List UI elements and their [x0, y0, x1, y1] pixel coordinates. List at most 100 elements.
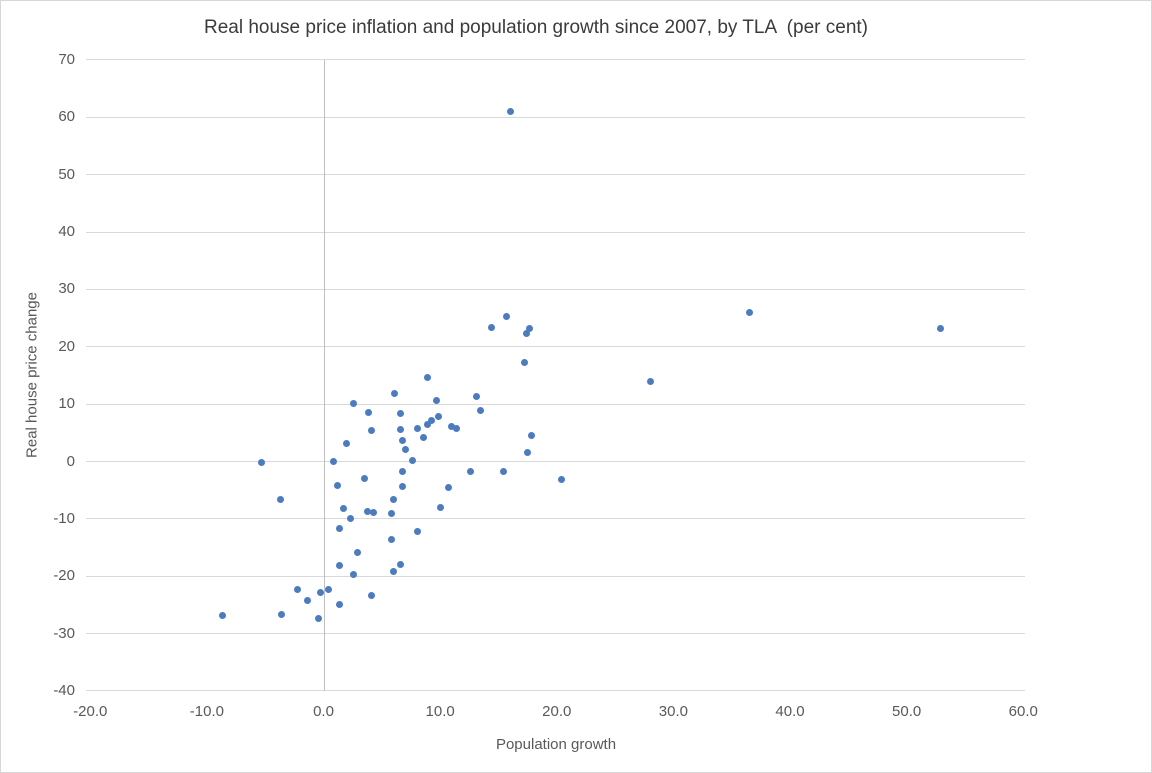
chart-title: Real house price inflation and populatio…	[203, 17, 868, 38]
y-gridline	[86, 231, 1025, 233]
data-point	[401, 445, 409, 453]
y-tick-label: 60	[58, 108, 75, 126]
y-tick-label: 30	[58, 280, 75, 298]
data-point	[389, 495, 397, 503]
y-tick-label: -40	[53, 681, 75, 699]
data-point	[258, 458, 266, 466]
y-gridline	[86, 518, 1025, 520]
y-tick-label: -20	[53, 567, 75, 585]
data-point	[336, 561, 344, 569]
y-gridline	[86, 116, 1025, 118]
data-point	[387, 509, 395, 517]
data-point	[294, 585, 302, 593]
data-point	[389, 567, 397, 575]
y-gridline	[86, 403, 1025, 405]
data-point	[324, 586, 332, 594]
x-tick-label: 40.0	[775, 703, 805, 720]
data-point	[364, 508, 372, 516]
data-point	[396, 410, 404, 418]
data-point	[333, 482, 341, 490]
y-gridline	[86, 174, 1025, 176]
data-point	[499, 468, 507, 476]
data-point	[336, 525, 344, 533]
y-tick-label: 0	[66, 452, 75, 470]
data-point	[646, 378, 654, 386]
x-tick-label: 10.0	[425, 703, 455, 720]
data-point	[360, 475, 368, 483]
data-point	[367, 592, 375, 600]
x-tick-label: -10.0	[189, 703, 224, 720]
data-point	[396, 560, 404, 568]
data-point	[350, 571, 358, 578]
x-tick-label: 50.0	[892, 703, 922, 720]
y-tick-label: -30	[53, 624, 75, 642]
data-point	[399, 467, 407, 475]
data-point	[435, 412, 443, 420]
data-point	[396, 426, 404, 434]
x-tick-label: 20.0	[542, 703, 572, 720]
data-point	[278, 610, 285, 618]
data-point	[343, 440, 351, 448]
y-axis-title: Real house price change	[23, 292, 41, 458]
y-gridline	[86, 59, 1025, 61]
data-point	[444, 483, 452, 491]
data-point	[466, 468, 474, 476]
data-point	[315, 614, 323, 622]
y-tick-label: 20	[58, 337, 75, 355]
data-point	[387, 536, 395, 543]
data-point	[367, 427, 375, 435]
x-axis-title: Population growth	[495, 736, 617, 753]
data-point	[353, 548, 361, 556]
data-point	[487, 324, 495, 332]
y-axis-line	[324, 59, 325, 691]
data-point	[420, 434, 428, 442]
data-point	[522, 330, 530, 338]
data-point	[414, 424, 422, 432]
data-point	[936, 324, 944, 332]
data-point	[527, 431, 535, 439]
data-point	[399, 483, 407, 491]
data-point	[520, 358, 528, 366]
data-point	[350, 400, 358, 408]
y-tick-label: 10	[58, 395, 75, 413]
y-tick-label: 50	[58, 165, 75, 183]
data-point	[423, 421, 431, 429]
data-point	[370, 509, 378, 517]
data-point	[557, 475, 565, 483]
data-point	[414, 527, 422, 535]
y-gridline	[86, 288, 1025, 290]
data-point	[339, 505, 347, 513]
data-point	[303, 597, 311, 605]
data-point	[472, 392, 480, 400]
x-tick-label: 60.0	[1008, 703, 1038, 720]
data-point	[526, 324, 534, 332]
data-point	[436, 503, 444, 511]
x-tick-label: 30.0	[658, 703, 688, 720]
data-point	[503, 313, 511, 321]
data-point	[477, 406, 485, 414]
data-point	[452, 425, 460, 433]
data-point	[346, 514, 354, 522]
y-tick-label: -10	[53, 509, 75, 527]
x-tick-label: 0.0	[313, 703, 334, 720]
data-point	[316, 588, 324, 596]
data-point	[330, 458, 338, 465]
data-point	[428, 416, 436, 424]
data-point	[218, 612, 226, 620]
data-point	[423, 373, 431, 381]
data-point	[399, 437, 407, 445]
data-point	[745, 309, 753, 317]
data-point	[506, 108, 514, 116]
y-gridline	[86, 633, 1025, 635]
y-gridline	[86, 346, 1025, 348]
data-point	[448, 423, 456, 430]
data-point	[433, 396, 441, 404]
y-gridline	[86, 461, 1025, 462]
y-gridline	[86, 690, 1025, 692]
y-tick-label: 40	[58, 223, 75, 241]
data-point	[524, 448, 532, 456]
data-point	[391, 389, 399, 397]
x-tick-label: -20.0	[73, 703, 108, 720]
data-point	[336, 601, 344, 609]
